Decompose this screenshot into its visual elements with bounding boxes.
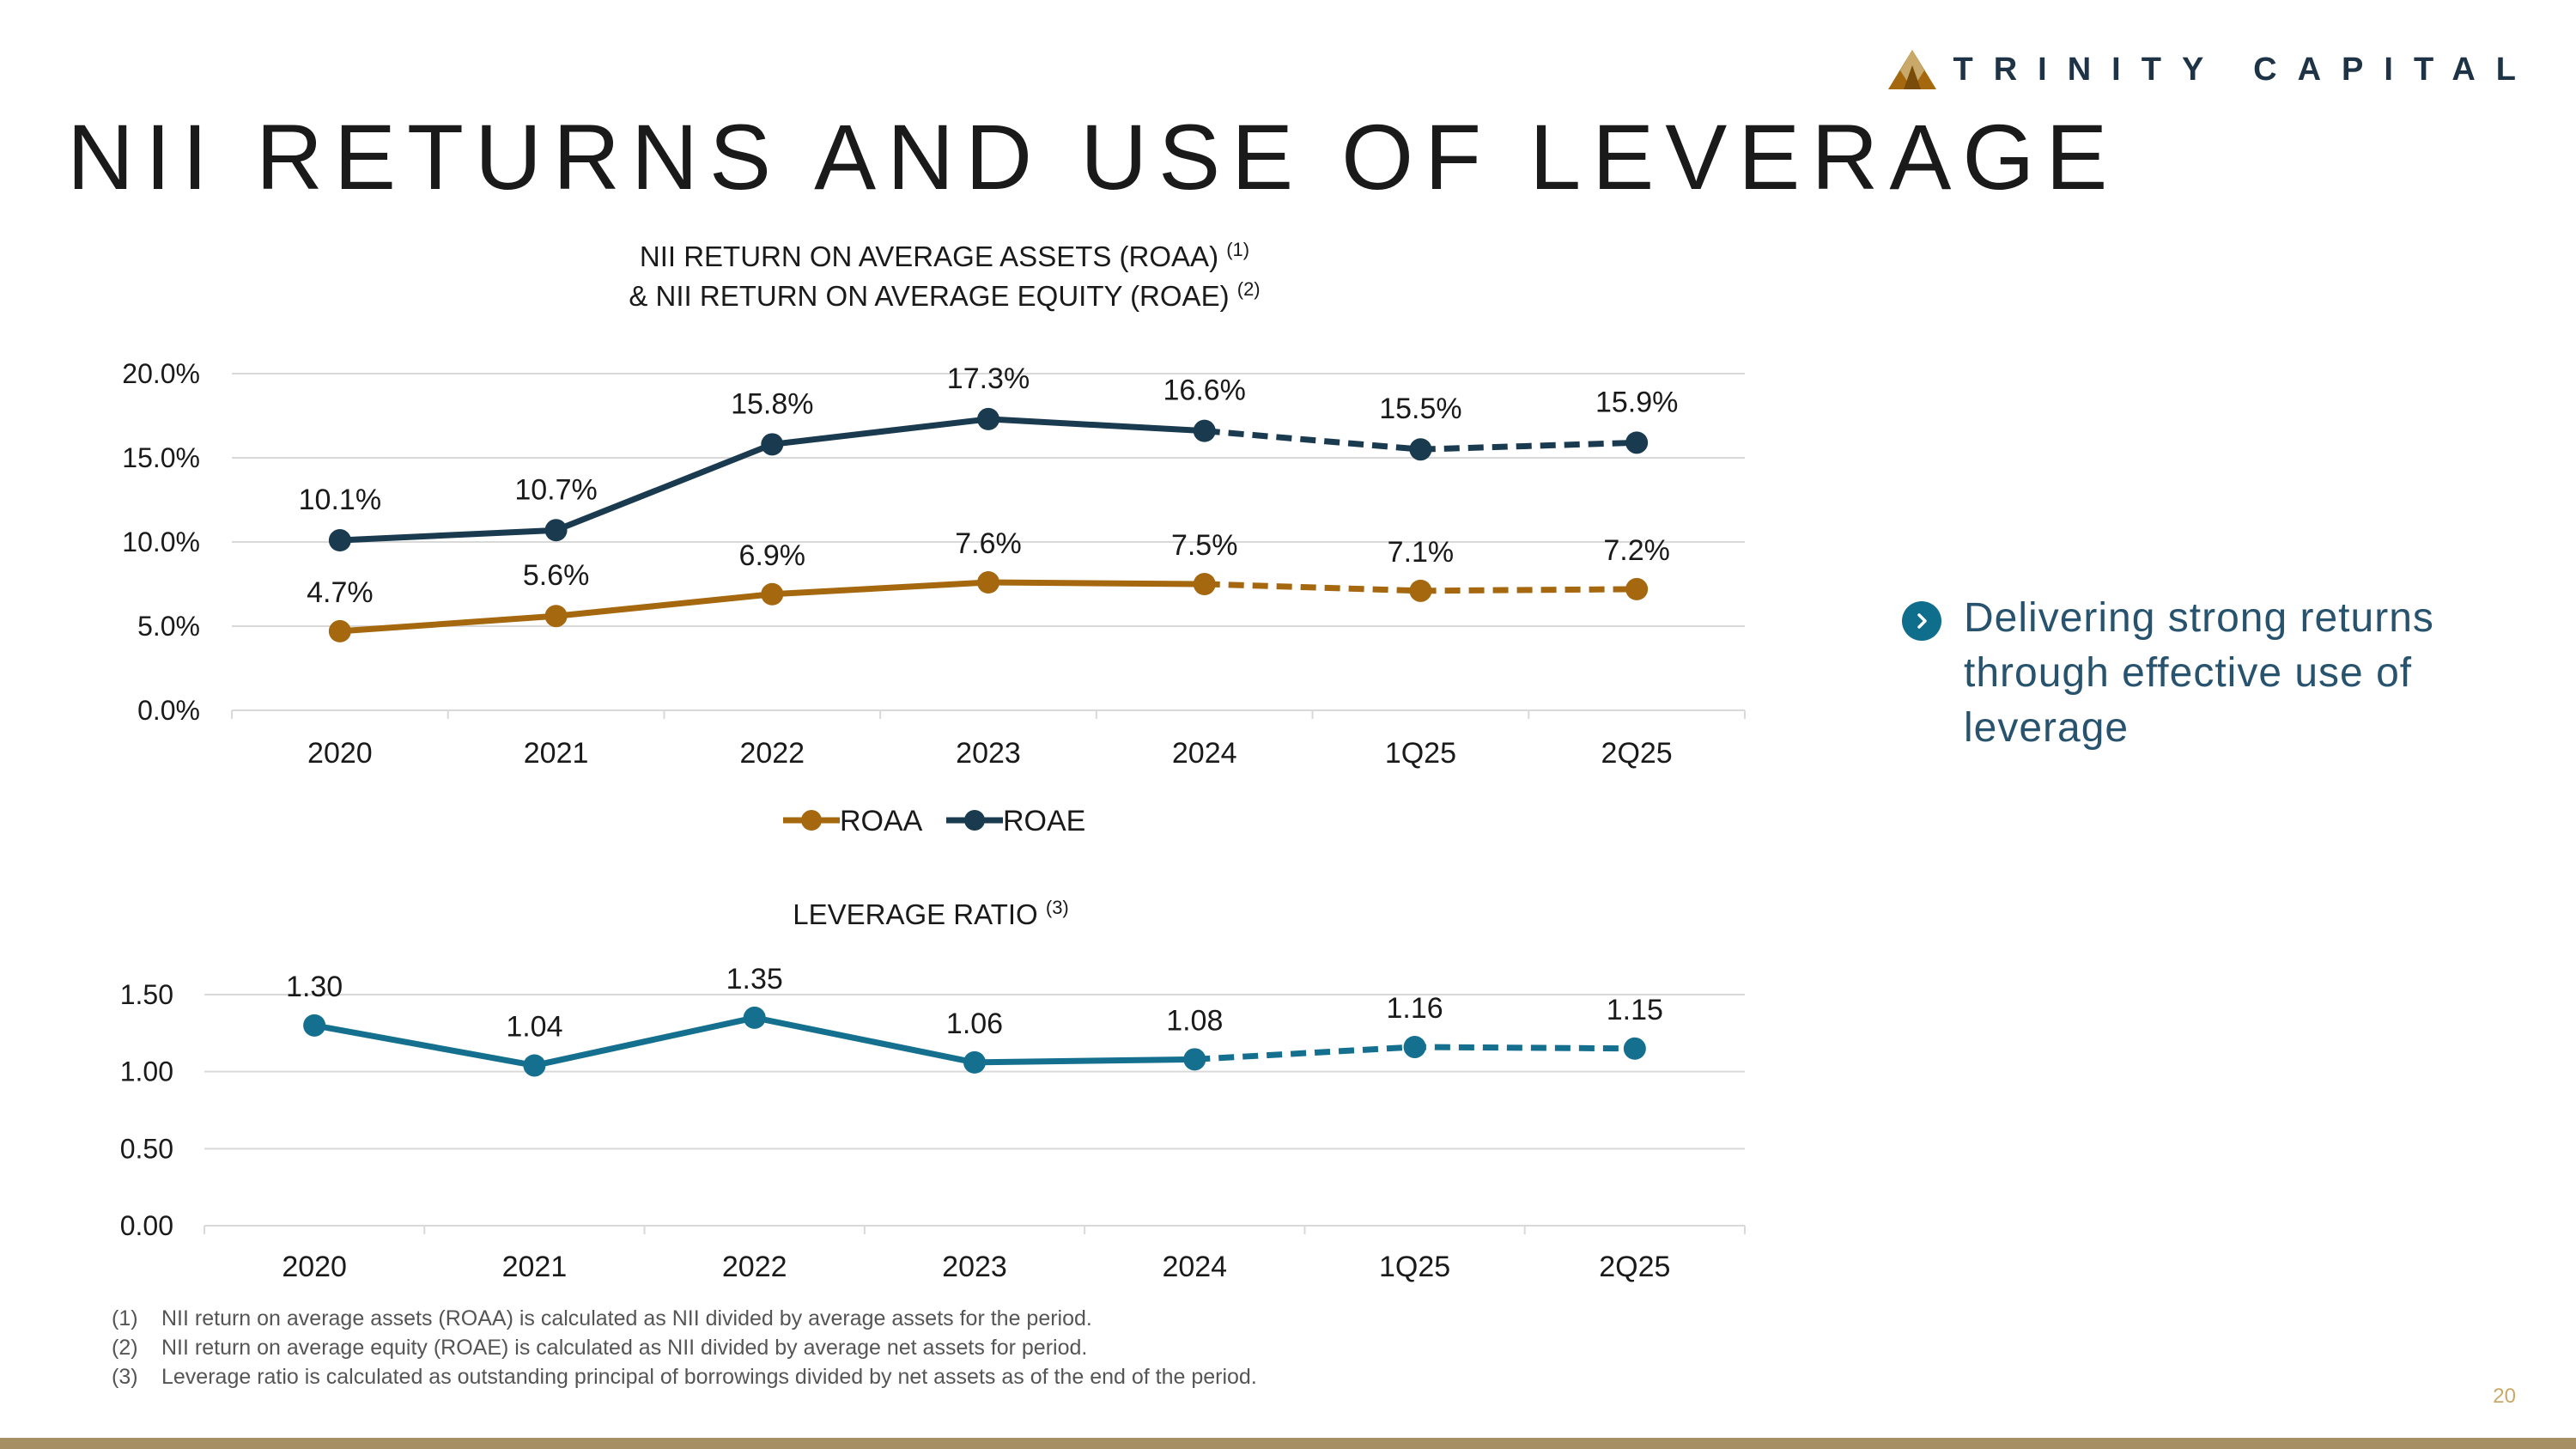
page-title: NII RETURNS AND USE OF LEVERAGE <box>67 105 2119 209</box>
footnote-number: (1) <box>112 1306 138 1330</box>
x-tick-label: 2021 <box>502 1251 568 1283</box>
data-label: 15.9% <box>1595 386 1678 418</box>
data-label: 1.04 <box>506 1010 562 1043</box>
data-label: 16.6% <box>1163 374 1246 407</box>
data-point <box>977 407 999 430</box>
x-tick-label: 2022 <box>739 737 805 770</box>
company-logo: TRINITY CAPITAL <box>1886 48 2537 91</box>
data-label: 1.16 <box>1386 992 1443 1025</box>
legend-marker <box>801 810 822 831</box>
data-label: 17.3% <box>947 362 1030 395</box>
y-tick-label: 0.00 <box>120 1210 173 1241</box>
leverage-title: LEVERAGE RATIO <box>793 898 1038 930</box>
y-tick-label: 10.0% <box>122 527 200 557</box>
data-point <box>1625 577 1649 600</box>
data-label: 1.30 <box>286 971 343 1003</box>
data-label: 5.6% <box>523 559 590 592</box>
footnotes: (1) NII return on average assets (ROAA) … <box>112 1304 1257 1391</box>
page-number: 20 <box>2493 1385 2516 1408</box>
footnote-text: NII return on average equity (ROAE) is c… <box>161 1336 1088 1360</box>
data-point <box>977 571 999 594</box>
returns-chart-title: NII RETURN ON AVERAGE ASSETS (ROAA) (1) … <box>601 237 1288 316</box>
x-tick-label: 2020 <box>307 737 373 770</box>
leverage-title-sup: (3) <box>1045 897 1069 918</box>
logo-text: TRINITY CAPITAL <box>1953 51 2537 88</box>
y-tick-label: 1.00 <box>120 1056 173 1087</box>
data-point <box>743 1006 766 1029</box>
x-tick-label: 2Q25 <box>1599 1251 1670 1283</box>
x-tick-label: 2020 <box>282 1251 347 1283</box>
legend-marker <box>964 810 985 831</box>
x-tick-label: 1Q25 <box>1385 737 1456 770</box>
data-label: 1.15 <box>1607 994 1663 1026</box>
data-point <box>544 605 568 628</box>
returns-title-sup1: (1) <box>1226 239 1250 260</box>
footnote-text: NII return on average assets (ROAA) is c… <box>161 1306 1092 1330</box>
y-tick-label: 20.0% <box>122 358 200 389</box>
returns-title-sup2: (2) <box>1236 278 1261 300</box>
data-label: 1.08 <box>1166 1004 1223 1037</box>
data-point <box>1403 1035 1426 1058</box>
data-label: 7.6% <box>955 527 1022 560</box>
data-point <box>1409 438 1432 461</box>
bottom-accent-bar <box>0 1438 2576 1449</box>
data-point <box>544 519 568 542</box>
legend-label: ROAE <box>1003 805 1085 837</box>
data-point <box>303 1014 326 1037</box>
footnote-text: Leverage ratio is calculated as outstand… <box>161 1365 1257 1389</box>
data-label: 1.06 <box>946 1008 1003 1040</box>
data-label: 10.7% <box>514 473 597 506</box>
data-point <box>1625 431 1649 454</box>
x-tick-label: 2024 <box>1172 737 1237 770</box>
returns-title-line2: & NII RETURN ON AVERAGE EQUITY (ROAE) <box>629 280 1230 312</box>
y-tick-label: 15.0% <box>122 442 200 473</box>
leverage-chart-title: LEVERAGE RATIO (3) <box>587 895 1274 935</box>
data-point <box>328 619 351 642</box>
data-point <box>328 529 351 552</box>
returns-chart: 0.0% 5.0% 10.0% 15.0% 20.0% 2020 2021 2022 2023 2… <box>122 358 1746 837</box>
data-label: 7.5% <box>1171 529 1238 562</box>
x-tick-label: 2022 <box>722 1251 787 1283</box>
data-point <box>1193 573 1216 595</box>
legend-label: ROAA <box>840 805 923 837</box>
data-point <box>1623 1037 1646 1060</box>
y-tick-label: 5.0% <box>137 611 200 642</box>
x-tick-label: 1Q25 <box>1379 1251 1450 1283</box>
callout: Delivering strong returns through effect… <box>1902 591 2520 756</box>
y-tick-label: 0.50 <box>120 1133 173 1164</box>
y-tick-label: 0.0% <box>137 695 200 726</box>
x-tick-label: 2023 <box>942 1251 1007 1283</box>
footnote-3: (3) Leverage ratio is calculated as outs… <box>112 1362 1257 1391</box>
data-label: 10.1% <box>299 484 381 516</box>
chevron-right-icon <box>1902 601 1941 641</box>
data-point <box>523 1054 546 1077</box>
y-tick-label: 1.50 <box>120 979 173 1010</box>
x-tick-label: 2021 <box>524 737 589 770</box>
data-label: 6.9% <box>739 539 806 572</box>
data-label: 15.5% <box>1379 393 1461 425</box>
triangle-logo-icon <box>1887 50 1936 89</box>
data-point <box>1183 1048 1206 1071</box>
data-label: 7.2% <box>1603 534 1670 567</box>
x-tick-label: 2024 <box>1162 1251 1227 1283</box>
x-tick-label: 2023 <box>956 737 1021 770</box>
footnote-number: (2) <box>112 1336 138 1360</box>
data-point <box>1193 419 1216 442</box>
callout-text: Delivering strong returns through effect… <box>1964 595 2434 751</box>
data-label: 7.1% <box>1388 536 1455 569</box>
data-point <box>761 582 784 606</box>
data-label: 1.35 <box>726 963 783 995</box>
leverage-chart: 0.00 0.50 1.00 1.50 2020 2021 2022 2023 2024 1Q25… <box>120 963 1746 1283</box>
footnote-2: (2) NII return on average equity (ROAE) … <box>112 1333 1257 1362</box>
data-point <box>761 433 784 456</box>
footnote-number: (3) <box>112 1365 138 1389</box>
data-label: 4.7% <box>307 576 374 609</box>
data-label: 15.8% <box>731 387 813 420</box>
returns-title-line1: NII RETURN ON AVERAGE ASSETS (ROAA) <box>639 240 1219 272</box>
footnote-1: (1) NII return on average assets (ROAA) … <box>112 1304 1257 1333</box>
data-point <box>963 1050 986 1074</box>
x-tick-label: 2Q25 <box>1601 737 1673 770</box>
data-point <box>1409 579 1432 602</box>
